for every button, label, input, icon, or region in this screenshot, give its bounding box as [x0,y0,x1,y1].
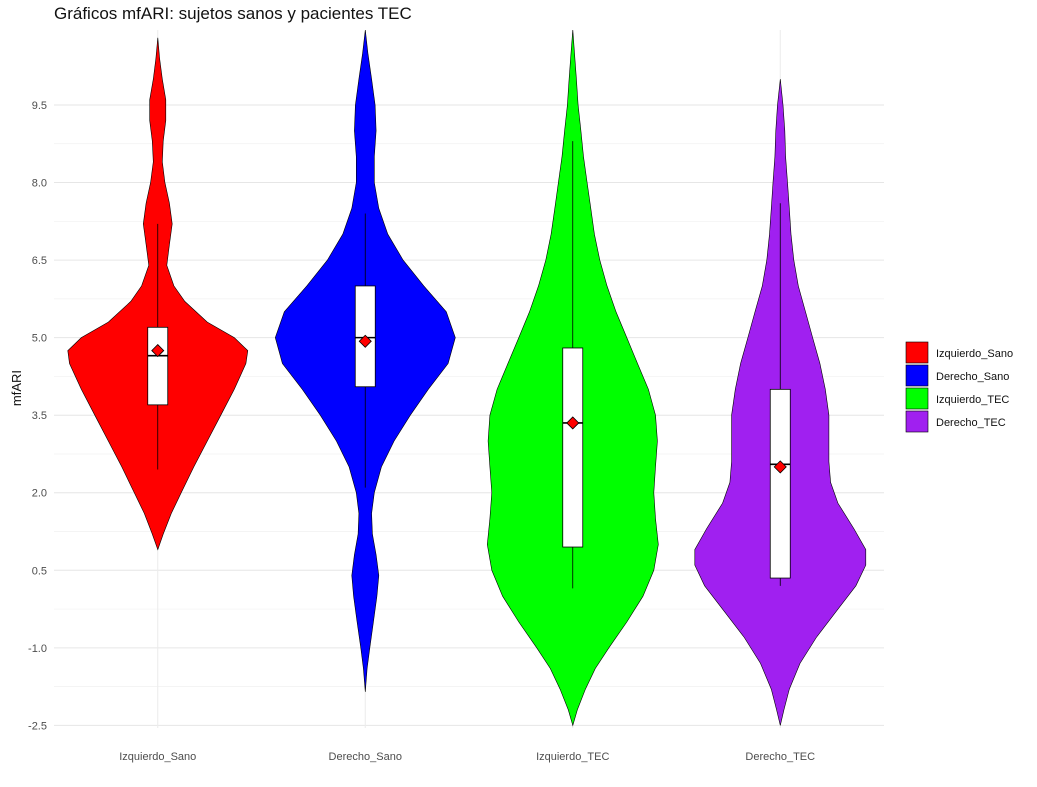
y-tick-label: 2.0 [32,488,47,500]
box [562,347,584,548]
y-tick-label: 9.5 [32,100,47,112]
mean-marker [773,460,787,474]
mean-marker [151,343,165,358]
y-tick-label: 8.0 [32,178,47,190]
legend: Izquierdo_Sano Derecho_Sano Izquierdo_TEC D… [905,341,1013,433]
legend-label: Izquierdo_Sano [936,348,1013,360]
legend-key [905,341,929,364]
mean-marker [566,416,580,430]
legend-key [905,410,929,433]
tick-labels: -2.5 -1.0 0.5 2.0 3.5 5.0 6.5 8.0 9.5 Izquierdo_S… [28,100,815,763]
box [769,388,791,579]
y-tick-label: -2.5 [28,720,47,732]
box [147,326,169,406]
legend-label: Derecho_TEC [936,417,1006,429]
legend-label: Derecho_Sano [936,371,1009,383]
violin-izquierdo-tec [486,29,659,727]
violin-izquierdo-sano [67,37,249,551]
y-tick-label: 3.5 [32,410,47,422]
mean-marker [358,334,372,348]
y-tick-label: 6.5 [32,255,47,267]
x-tick-label: Derecho_Sano [329,751,402,763]
y-tick-label: 5.0 [32,333,47,345]
y-axis-title: mfARI [9,370,24,406]
chart-title: Gráficos mfARI: sujetos sanos y paciente… [54,4,412,23]
x-tick-label: Izquierdo_TEC [536,751,609,763]
legend-key [905,364,929,387]
x-tick-label: Derecho_TEC [745,751,815,763]
violin-derecho-sano [274,29,456,692]
violin-derecho-tec [694,79,867,726]
legend-key [905,387,929,410]
x-tick-label: Izquierdo_Sano [119,751,196,763]
y-tick-label: 0.5 [32,565,47,577]
violins [67,29,867,727]
y-tick-label: -1.0 [28,643,47,655]
legend-label: Izquierdo_TEC [936,394,1009,406]
